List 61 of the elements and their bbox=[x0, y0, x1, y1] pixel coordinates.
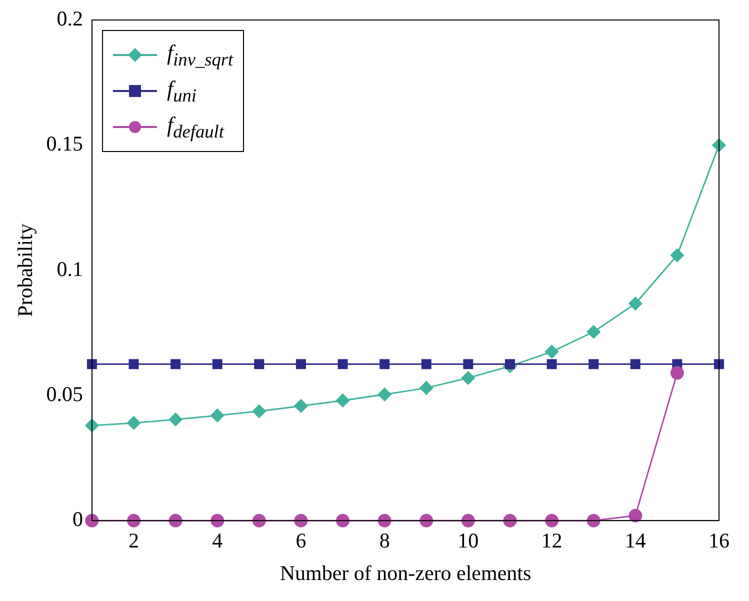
point bbox=[85, 418, 99, 432]
point bbox=[296, 359, 306, 370]
point bbox=[545, 344, 559, 358]
point bbox=[463, 359, 474, 370]
y-axis-title: Probability bbox=[13, 223, 38, 317]
x-tick-label: 4 bbox=[212, 528, 224, 553]
x-tick-label: 12 bbox=[541, 528, 562, 553]
point bbox=[85, 514, 99, 528]
point bbox=[461, 514, 475, 528]
point bbox=[170, 359, 181, 370]
point bbox=[586, 514, 600, 528]
point bbox=[336, 394, 350, 408]
point bbox=[338, 359, 348, 370]
legend-label: f$_{inv_sqrt}$ bbox=[166, 40, 234, 70]
point bbox=[254, 359, 264, 370]
point bbox=[210, 514, 224, 528]
y-tick-label: 0.15 bbox=[46, 132, 83, 156]
point bbox=[212, 359, 222, 370]
point bbox=[252, 404, 266, 418]
point bbox=[461, 371, 475, 385]
point bbox=[545, 514, 559, 528]
point bbox=[420, 381, 434, 395]
x-axis-title: Number of non-zero elements bbox=[280, 560, 532, 585]
x-tick-label: 10 bbox=[458, 528, 479, 553]
x-tick-label: 16 bbox=[708, 528, 730, 553]
point bbox=[128, 359, 139, 370]
point bbox=[670, 366, 684, 380]
point bbox=[630, 359, 640, 370]
point bbox=[168, 412, 182, 426]
point bbox=[336, 514, 350, 528]
y-tick-label: 0 bbox=[72, 507, 83, 532]
point bbox=[294, 514, 308, 528]
point bbox=[378, 514, 392, 528]
point bbox=[503, 514, 517, 528]
y-tick-label: 0.1 bbox=[56, 256, 83, 281]
x-tick-label: 2 bbox=[128, 528, 140, 553]
x-tick-label: 14 bbox=[624, 528, 646, 553]
y-tick-label: 0.05 bbox=[46, 382, 83, 406]
point bbox=[628, 296, 642, 310]
point bbox=[714, 359, 724, 370]
point bbox=[420, 514, 434, 528]
x-tick-label: 8 bbox=[379, 528, 390, 553]
point bbox=[588, 359, 599, 370]
legend-label: f$_{default}$ bbox=[166, 112, 224, 142]
point bbox=[670, 248, 684, 262]
point bbox=[586, 325, 600, 339]
point bbox=[127, 416, 141, 430]
point bbox=[127, 514, 141, 528]
y-tick-label: 0.2 bbox=[56, 6, 83, 31]
point bbox=[380, 359, 390, 370]
point bbox=[252, 514, 266, 528]
legend-label: f$_{uni}$ bbox=[166, 76, 196, 106]
point bbox=[86, 359, 97, 370]
point bbox=[294, 399, 308, 413]
point bbox=[421, 359, 432, 370]
point bbox=[168, 514, 182, 528]
point bbox=[628, 508, 642, 522]
point bbox=[210, 408, 224, 422]
point bbox=[378, 388, 392, 402]
x-tick-label: 6 bbox=[296, 528, 306, 553]
point bbox=[546, 359, 557, 370]
